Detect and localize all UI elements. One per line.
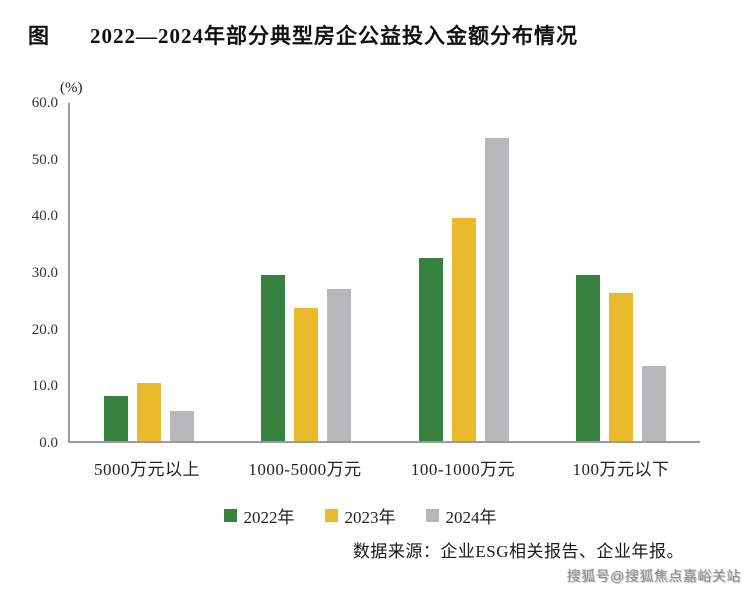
bar-group [70,103,228,441]
legend-swatch-icon [223,509,237,522]
legend-item-2024年: 2024年 [425,503,497,528]
y-tick-label: 40.0 [31,208,58,225]
y-tick-label: 50.0 [31,151,58,168]
bar-2022年-1000-5000万元 [261,274,286,441]
bar-2024年-1000-5000万元 [327,289,352,441]
x-axis-category-label: 1000-5000万元 [248,460,362,479]
legend-item-2022年: 2022年 [223,503,295,528]
legend-item-2023年: 2023年 [324,503,396,528]
figure-title: 2022—2024年部分典型房企公益投入金额分布情况 [90,24,578,48]
legend-label: 2024年 [445,508,497,527]
y-tick-label: 60.0 [31,95,58,111]
legend-label: 2023年 [344,508,396,527]
bar-2023年-5000万元以上 [136,382,161,441]
bar-2024年-100-1000万元 [484,137,509,441]
legend-swatch-icon [425,509,439,522]
y-tick-label: 10.0 [31,378,58,395]
bar-2022年-100-1000万元 [418,257,443,441]
bar-2023年-100-1000万元 [451,218,476,441]
plot-area [68,103,700,443]
y-axis-tick-labels: 60.0 50.0 40.0 30.0 20.0 10.0 0.0 [0,95,58,451]
bar-group [543,103,701,441]
bar-group [385,103,543,441]
bar-2024年-5000万元以上 [169,410,194,441]
bar-2024年-100万元以下 [642,365,667,441]
y-tick-label: 30.0 [31,265,58,281]
watermark-text: 搜狐号@搜狐焦点嘉峪关站 [566,568,741,584]
x-axis-category-label: 100万元以下 [572,460,670,479]
legend-swatch-icon [324,509,338,522]
bar-2022年-100万元以下 [576,274,601,441]
y-tick-label: 0.0 [39,435,58,451]
bar-2023年-100万元以下 [609,292,634,441]
x-axis-category-label: 100-1000万元 [410,460,516,479]
data-source-text: 数据来源：企业ESG相关报告、企业年报。 [352,542,684,561]
figure-title-row: 图 2022—2024年部分典型房企公益投入金额分布情况 [28,20,578,50]
bar-2022年-5000万元以上 [103,395,128,441]
y-axis-unit-label: (%) [60,80,83,96]
chart-legend: 2022年 2023年 2024年 [40,503,680,528]
x-axis-category-label: 5000万元以上 [94,460,200,479]
bar-group [228,103,386,441]
bar-2023年-1000-5000万元 [294,307,319,441]
legend-label: 2022年 [243,508,295,527]
x-axis-labels: 5000万元以上 1000-5000万元 100-1000万元 100万元以下 [68,455,700,480]
y-tick-label: 20.0 [31,321,58,338]
figure-label: 图 [28,24,50,48]
